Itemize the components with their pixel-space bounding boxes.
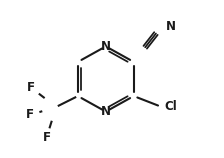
- Text: Cl: Cl: [165, 100, 178, 113]
- Text: F: F: [26, 109, 34, 122]
- Text: N: N: [166, 20, 176, 33]
- Text: N: N: [101, 40, 111, 53]
- Text: F: F: [43, 131, 50, 144]
- Text: N: N: [101, 105, 111, 118]
- Text: F: F: [27, 81, 35, 94]
